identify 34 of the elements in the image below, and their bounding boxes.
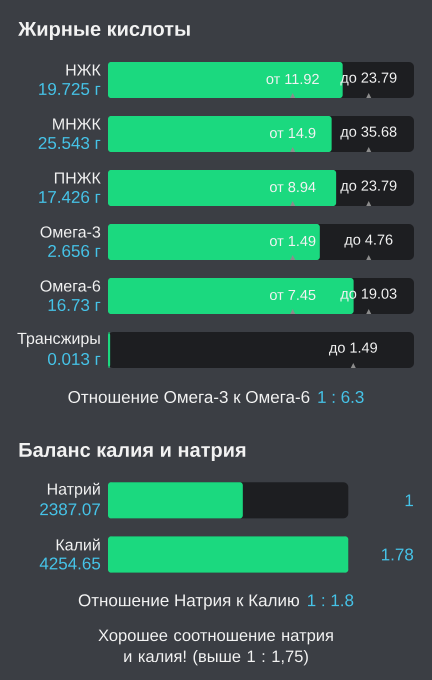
text: Жирные кислоты: [18, 22, 190, 40]
category-label: Трансжиры: [17, 332, 100, 348]
category-label: НЖК: [66, 64, 101, 76]
text: Отношение Натрия к Калию: [78, 594, 300, 610]
chart-title: Баланс калия и натрия: [20, 443, 246, 461]
text: 1.78: [382, 548, 414, 561]
data-label: 25.543 г: [38, 136, 100, 150]
data-label: 19.725 г: [39, 82, 100, 96]
text: 1 : 1.8: [308, 594, 354, 606]
text: от 7.45: [270, 290, 316, 300]
data-label: 4254.65: [40, 557, 100, 570]
text: до 1.49: [329, 342, 377, 356]
data-label: 2387.07: [40, 503, 100, 516]
text: от 14.9: [270, 128, 316, 138]
category-label: МНЖК: [53, 118, 101, 130]
text: от 11.92: [266, 74, 319, 84]
category-label: ПНЖК: [54, 172, 101, 184]
text: от 8.94: [270, 182, 316, 192]
category-label: Омега-6: [40, 280, 100, 292]
data-label: 0.013 г: [48, 352, 100, 366]
text: до 35.68: [340, 126, 396, 140]
text: до 4.76: [344, 234, 392, 248]
text: Отношение Омега-3 к Омега-6: [68, 390, 310, 404]
text: от 1.49: [270, 236, 316, 246]
category-label: Омега-3: [40, 226, 100, 238]
text: Хорошее соотношение натрия и калия! (выше 1 : 1,75): [98, 630, 333, 666]
data-label: 17.426 г: [39, 190, 100, 204]
data-label: 2.656 г: [48, 244, 100, 258]
text: 1 : 6.3: [318, 390, 364, 404]
text: 1: [406, 494, 413, 506]
data-label: 16.73 г: [48, 298, 100, 312]
y-tick-label: Натрий: [48, 482, 100, 498]
y-tick-label: Калий: [56, 538, 100, 551]
text: до 23.79: [340, 180, 396, 194]
